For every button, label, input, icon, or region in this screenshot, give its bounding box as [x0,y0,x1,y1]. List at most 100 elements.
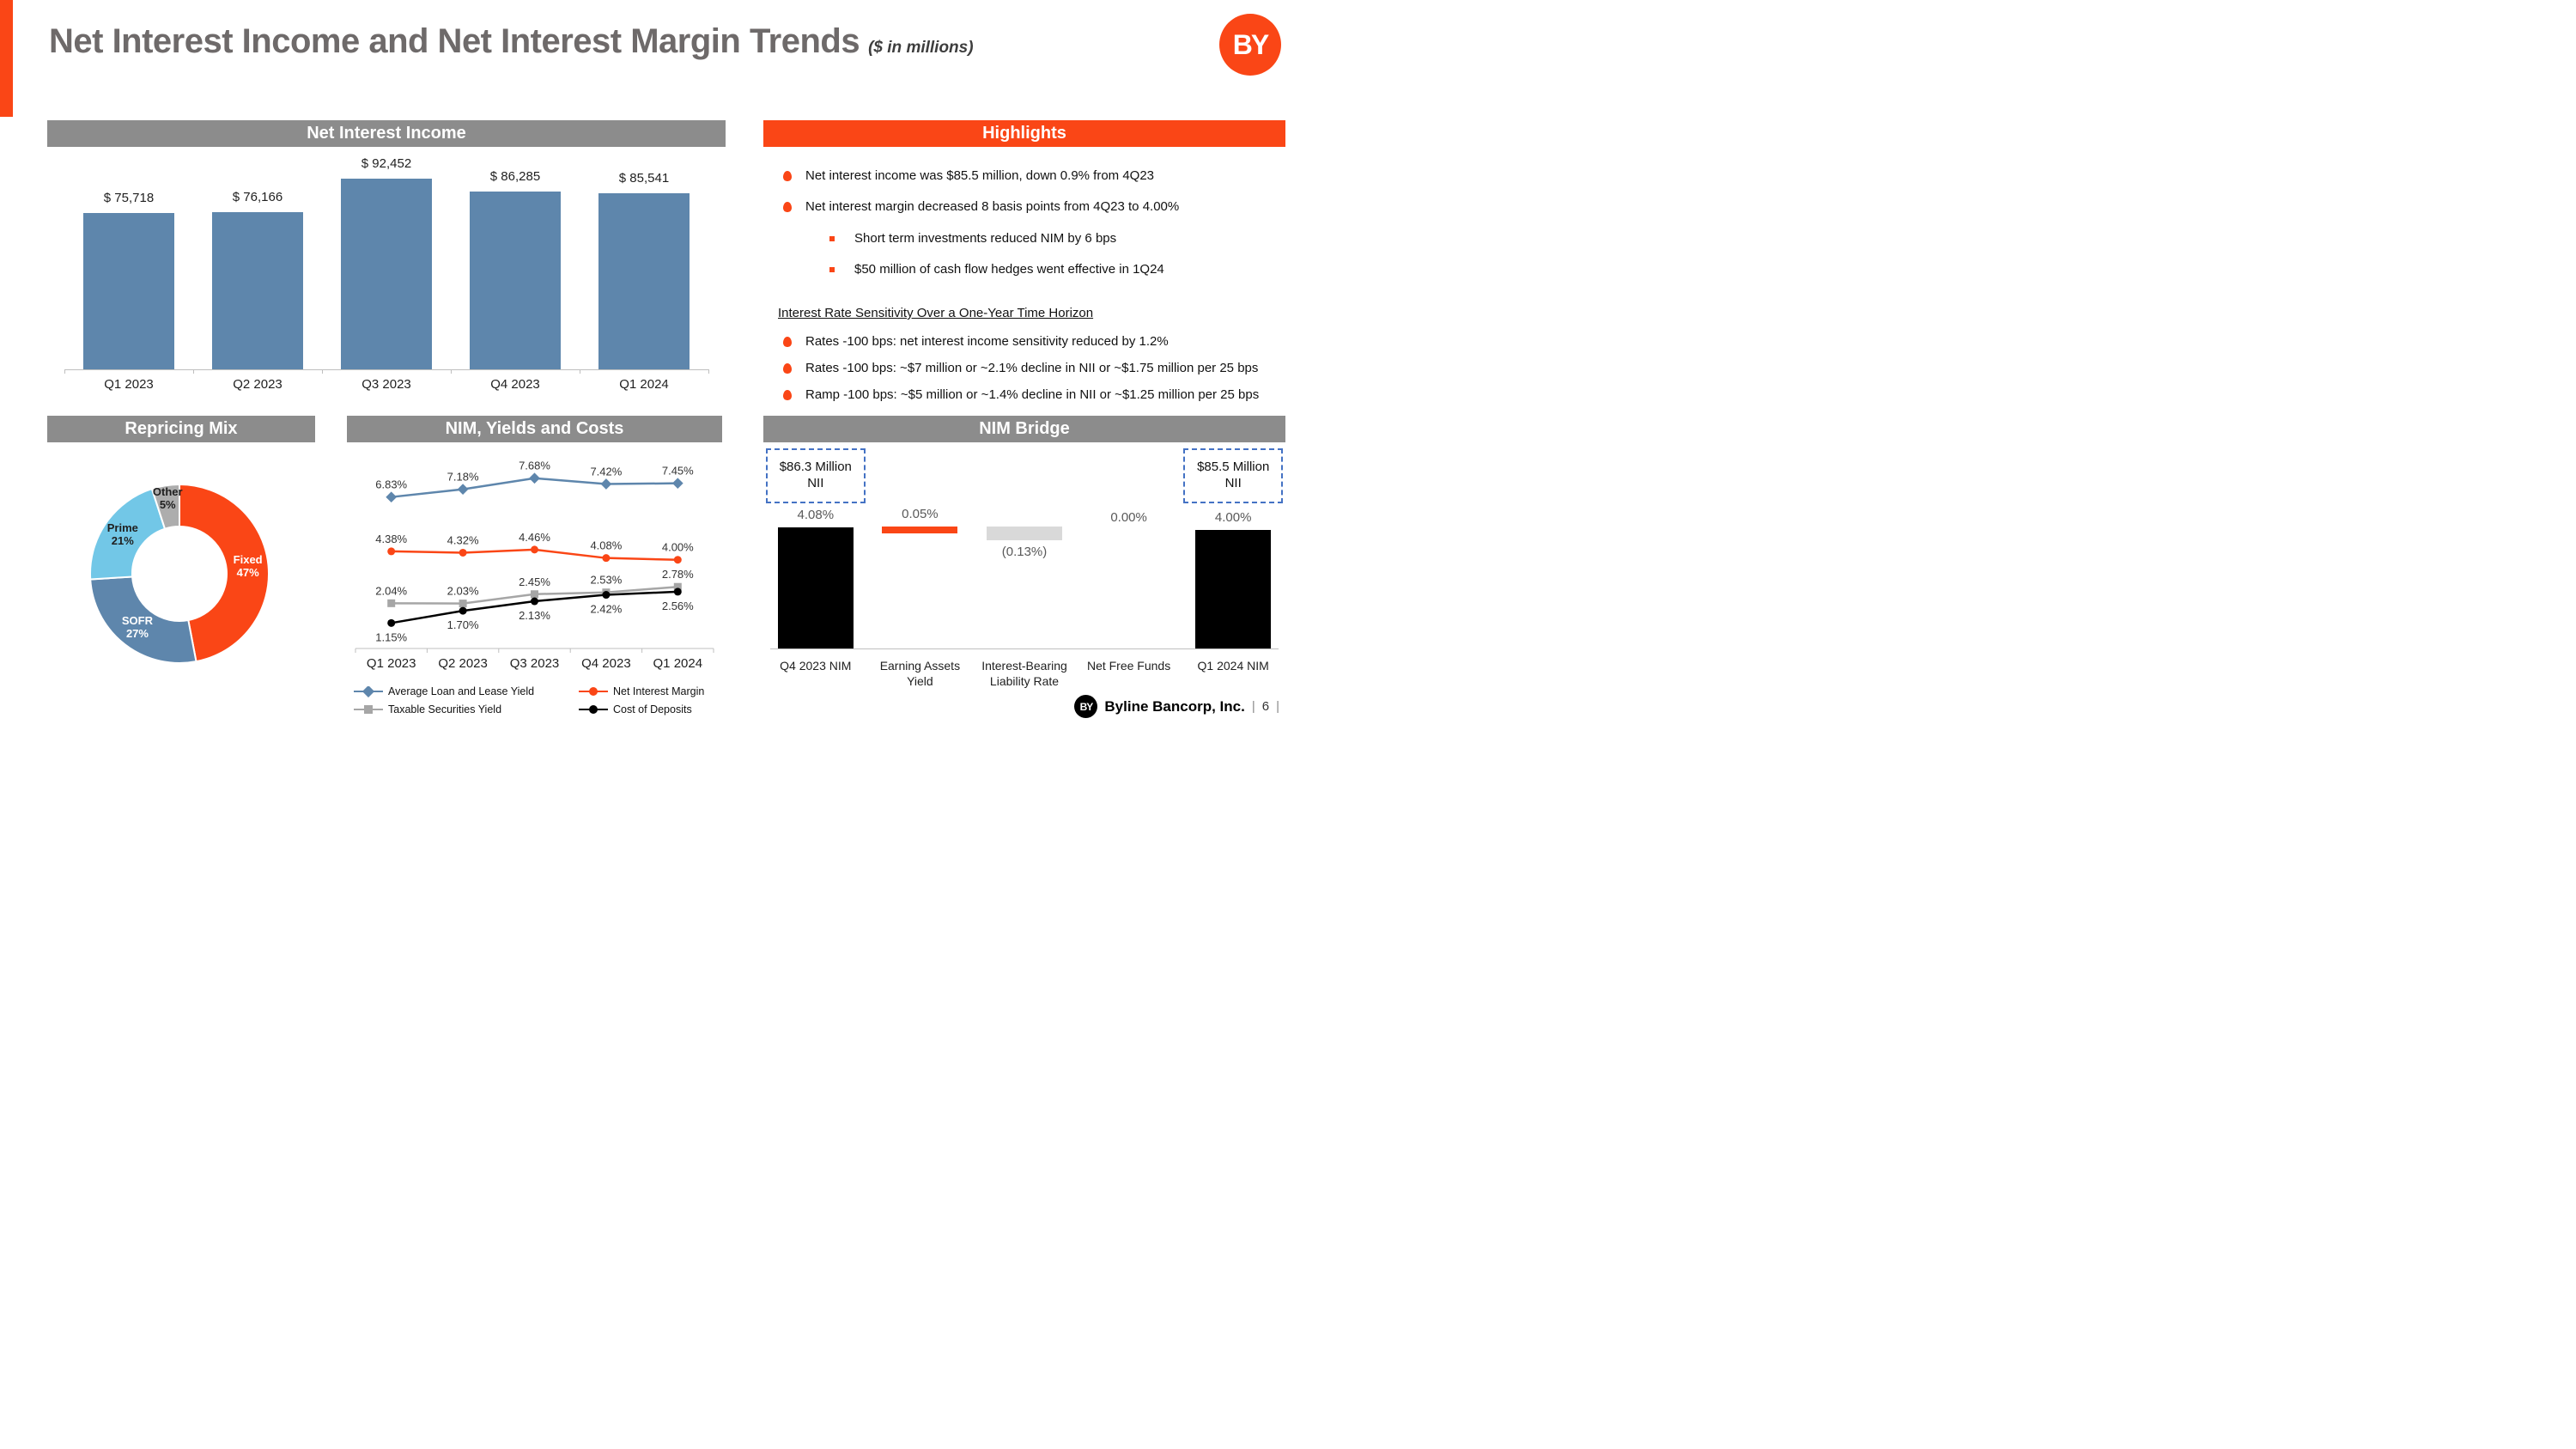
footer-byline-logo: BY [1074,695,1098,718]
nii-annotation-box: $85.5 Million NII [1183,448,1284,503]
nii-bar [212,212,303,369]
repricing-section-header: Repricing Mix [47,416,315,442]
waterfall-bar [1195,530,1272,648]
nii-bar-value: $ 92,452 [361,156,412,171]
waterfall-x-label: Q1 2024 NIM [1197,659,1269,673]
nii-x-label: Q3 2023 [361,377,411,392]
donut-slice-other [150,483,180,530]
waterfall-bar [777,527,854,648]
point-label: 2.13% [519,609,550,622]
waterfall-x-label: Earning Assets Yield [879,659,961,689]
square-bullet-icon [829,236,835,241]
point-label: 1.70% [447,618,479,631]
point-label: 6.83% [375,478,407,491]
flame-bullet-icon [783,202,792,212]
point-label: 2.45% [519,575,550,588]
nii-bar [341,179,432,369]
nii-x-label: Q1 2024 [619,377,669,392]
square-marker [459,600,467,608]
point-label: 7.68% [519,460,550,472]
repricing-donut: Fixed 47% SOFR 27% Prime 21% Other 5% [83,478,276,670]
highlight-sub-bullet: Short term investments reduced NIM by 6 … [829,231,1116,246]
diamond-marker [671,478,683,490]
nim-legend: Average Loan and Lease Yield Net Interest… [354,685,750,715]
square-marker [387,599,396,607]
highlight-text: Rates -100 bps: net interest income sens… [805,334,1169,349]
diamond-marker [600,478,612,490]
point-label: 2.42% [590,603,622,616]
point-label: 2.53% [590,574,622,587]
waterfall-value-label: 0.05% [902,506,939,521]
nim-bridge-chart: 4.08% Q4 2023 NIM 0.05% Earning Assets Yiel… [763,447,1285,704]
donut-slice-label: Prime 21% [106,521,138,548]
point-label: 2.78% [662,568,694,581]
highlight-text: Net interest income was $85.5 million, d… [805,168,1155,183]
legend-item: Net Interest Margin [579,685,750,697]
donut-slice-label: Other 5% [152,485,183,512]
point-label: 7.45% [662,465,694,478]
nim-x-label: Q1 2024 [653,656,703,671]
highlight-text: Rates -100 bps: ~$7 million or ~2.1% dec… [805,361,1259,375]
axis-tick [193,369,194,374]
flame-bullet-icon [783,390,792,400]
x-axis [64,369,708,370]
legend-marker-icon [354,685,383,697]
slide: Net Interest Income and Net Interest Mar… [0,0,1288,725]
nii-x-label: Q2 2023 [233,377,283,392]
legend-marker-icon [354,704,383,714]
nim-x-label: Q2 2023 [438,656,488,671]
legend-marker-icon [579,686,608,696]
legend-item: Cost of Deposits [579,703,750,715]
footer-separator: | [1276,699,1279,714]
donut-slice-fixed [179,483,270,663]
nii-bar-value: $ 76,166 [232,190,283,205]
waterfall-value-label: 0.00% [1110,510,1147,525]
circle-marker [459,548,467,557]
circle-marker [602,554,611,563]
footer: BY Byline Bancorp, Inc. | 6 | [1074,695,1279,718]
nim-x-label: Q3 2023 [510,656,560,671]
nii-bar-value: $ 85,541 [618,170,670,186]
circle-marker [602,591,611,600]
diamond-marker [386,491,398,503]
waterfall-x-label: Interest-Bearing Liability Rate [981,659,1067,689]
highlight-text: Net interest margin decreased 8 basis po… [805,199,1180,214]
highlights-section-header: Highlights [763,120,1285,147]
donut-slice-prime [89,487,167,581]
footer-logo-text: BY [1079,700,1094,713]
footer-separator: | [1251,699,1255,714]
point-label: 4.38% [375,533,407,545]
waterfall-x-label: Net Free Funds [1086,659,1171,673]
flame-bullet-icon [783,337,792,347]
legend-label: Average Loan and Lease Yield [388,685,535,697]
highlight-text: Ramp -100 bps: ~$5 million or ~1.4% decl… [805,387,1260,402]
point-label: 4.08% [590,539,622,552]
axis-tick [64,369,65,374]
point-label: 2.56% [662,600,694,612]
waterfall-value-label: 4.00% [1214,510,1252,525]
donut-slice-label: SOFR 27% [121,614,154,641]
highlight-bullet: Net interest income was $85.5 million, d… [783,168,1154,183]
nii-bar [83,213,174,369]
nim-line-chart: 6.83% 7.18% 7.68% 7.42% 7.45% 4.38% 4.32% 4.46%… [347,447,722,679]
nii-annotation-text: $85.5 Million NII [1197,460,1270,490]
highlight-text: $50 million of cash flow hedges went eff… [854,262,1164,277]
nii-bar-value: $ 86,285 [489,168,541,184]
point-label: 1.15% [375,630,407,643]
highlight-bullet: Rates -100 bps: ~$7 million or ~2.1% dec… [783,361,1258,375]
highlight-text: Short term investments reduced NIM by 6 … [854,231,1117,246]
circle-marker [531,545,538,554]
legend-label: Taxable Securities Yield [388,703,502,715]
nii-x-label: Q1 2023 [104,377,154,392]
point-label: 4.46% [519,531,550,544]
nii-annotation-box: $86.3 Million NII [765,448,866,503]
nim-line-svg: 6.83% 7.18% 7.68% 7.42% 7.45% 4.38% 4.32% 4.46%… [355,460,714,671]
byline-logo-text: BY [1232,28,1269,60]
axis-tick [708,369,709,374]
donut-slice-sofr [89,575,197,664]
diamond-marker [457,484,469,496]
waterfall-bar [882,526,958,533]
nii-x-label: Q4 2023 [490,377,540,392]
waterfall-x-label: Q4 2023 NIM [780,659,852,673]
title-suffix: ($ in millions) [868,39,974,57]
